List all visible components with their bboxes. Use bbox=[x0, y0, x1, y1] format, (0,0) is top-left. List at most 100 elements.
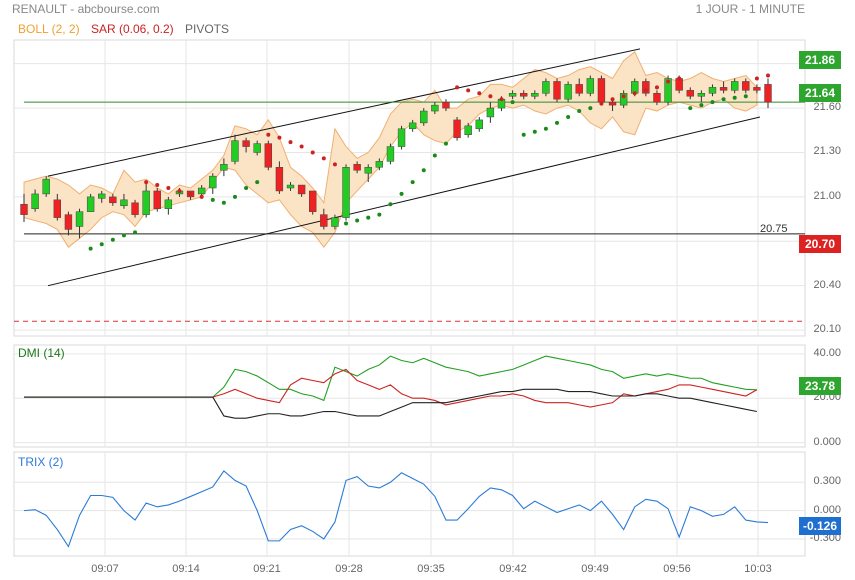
x-tick-label: 09:14 bbox=[172, 563, 200, 575]
candle bbox=[220, 164, 228, 171]
sar-dot bbox=[666, 79, 671, 84]
sar-dot bbox=[366, 215, 371, 220]
candle bbox=[431, 104, 439, 112]
sar-dot bbox=[621, 94, 626, 99]
sar-dot bbox=[588, 106, 593, 111]
sar-dot bbox=[388, 202, 393, 207]
candle bbox=[664, 78, 672, 103]
legend-sar[interactable]: SAR (0.06, 0.2) bbox=[90, 22, 174, 36]
last-price-badge: 21.86 bbox=[799, 51, 841, 69]
sar-dot bbox=[443, 141, 448, 146]
sar-dot bbox=[754, 76, 759, 81]
candle bbox=[586, 78, 595, 94]
y-tick-label: 21.00 bbox=[813, 189, 841, 202]
candle bbox=[164, 199, 173, 209]
sar-dot bbox=[88, 246, 93, 251]
sar-dot bbox=[99, 242, 104, 247]
dmi-series-diminus bbox=[24, 368, 758, 408]
candle bbox=[75, 211, 84, 227]
y-tick-label: 40.00 bbox=[813, 346, 841, 359]
candle bbox=[508, 93, 517, 97]
candle bbox=[553, 81, 561, 100]
sar-dot bbox=[421, 168, 426, 173]
candle bbox=[231, 140, 239, 162]
sar-dot bbox=[410, 180, 415, 185]
bollinger-band bbox=[23, 51, 758, 249]
sar-dot bbox=[477, 91, 482, 96]
candle bbox=[520, 93, 528, 97]
candle bbox=[642, 81, 650, 94]
x-tick-label: 10:03 bbox=[744, 563, 772, 575]
sar-dot bbox=[721, 97, 726, 102]
sar-dot bbox=[577, 109, 582, 114]
candle bbox=[353, 164, 361, 171]
x-tick-label: 09:28 bbox=[335, 563, 363, 575]
sar-dot bbox=[266, 132, 271, 137]
candle bbox=[253, 143, 261, 153]
sar-dot bbox=[555, 120, 560, 125]
sar-dot bbox=[688, 106, 693, 111]
candle bbox=[242, 140, 250, 147]
legend-boll[interactable]: BOLL (2, 2) bbox=[18, 22, 80, 36]
sar-dot bbox=[166, 186, 171, 190]
y-tick-label: 0.000 bbox=[813, 435, 841, 448]
candle bbox=[286, 184, 295, 189]
sar-dot bbox=[532, 129, 537, 134]
trix-series bbox=[23, 470, 769, 548]
sar-dot bbox=[766, 73, 770, 78]
sar-dot bbox=[321, 156, 326, 161]
y-tick-label: 0.300 bbox=[813, 475, 841, 488]
candle bbox=[764, 84, 772, 103]
sar-dot bbox=[466, 88, 471, 93]
sar-dot bbox=[177, 188, 182, 193]
candle bbox=[342, 167, 350, 218]
dmi-series-adx bbox=[24, 388, 758, 419]
candle bbox=[20, 204, 28, 215]
candle bbox=[120, 199, 128, 207]
sar-dot bbox=[199, 194, 204, 199]
price-legend: BOLL (2, 2) SAR (0.06, 0.2) PIVOTS bbox=[18, 22, 237, 36]
sar-dot bbox=[432, 153, 437, 158]
sar-dot bbox=[377, 212, 382, 217]
x-tick-label: 09:21 bbox=[253, 563, 281, 575]
candle bbox=[453, 119, 461, 138]
sar-dot bbox=[521, 132, 526, 137]
x-tick-label: 09:42 bbox=[499, 563, 527, 575]
candle bbox=[86, 196, 95, 212]
candle bbox=[542, 81, 550, 94]
sar-dot bbox=[699, 103, 704, 108]
legend-pivots[interactable]: PIVOTS bbox=[185, 22, 230, 36]
candle bbox=[375, 161, 384, 168]
candle bbox=[386, 146, 395, 162]
candle bbox=[98, 193, 106, 199]
candle bbox=[575, 84, 583, 94]
candle bbox=[475, 119, 483, 130]
y-tick-label: 20.40 bbox=[813, 278, 841, 291]
sar-dot bbox=[232, 194, 237, 199]
sar-dot bbox=[599, 101, 604, 106]
sar-dot bbox=[610, 97, 615, 102]
sar-dot bbox=[499, 97, 504, 102]
candle bbox=[309, 190, 317, 212]
candle bbox=[209, 175, 217, 189]
sar-dot bbox=[677, 76, 682, 81]
sar-dot bbox=[488, 94, 493, 99]
sar-dot bbox=[244, 186, 249, 190]
sar-dot bbox=[210, 197, 215, 202]
ma-badge: 21.64 bbox=[799, 84, 841, 102]
channel-lower-line bbox=[47, 116, 761, 287]
sar-dot bbox=[632, 91, 637, 96]
candle bbox=[742, 81, 750, 91]
candle bbox=[531, 93, 539, 97]
y-tick-label: 0.000 bbox=[813, 503, 841, 516]
sar-dot bbox=[710, 100, 715, 105]
x-tick-label: 09:56 bbox=[663, 563, 691, 575]
sar-dot bbox=[221, 200, 226, 205]
y-tick-label: 21.30 bbox=[813, 145, 841, 158]
sar-dot bbox=[310, 150, 315, 155]
candle bbox=[608, 101, 617, 106]
candle bbox=[153, 190, 161, 209]
pivot-badge: 20.70 bbox=[799, 235, 841, 253]
candle bbox=[708, 87, 717, 94]
